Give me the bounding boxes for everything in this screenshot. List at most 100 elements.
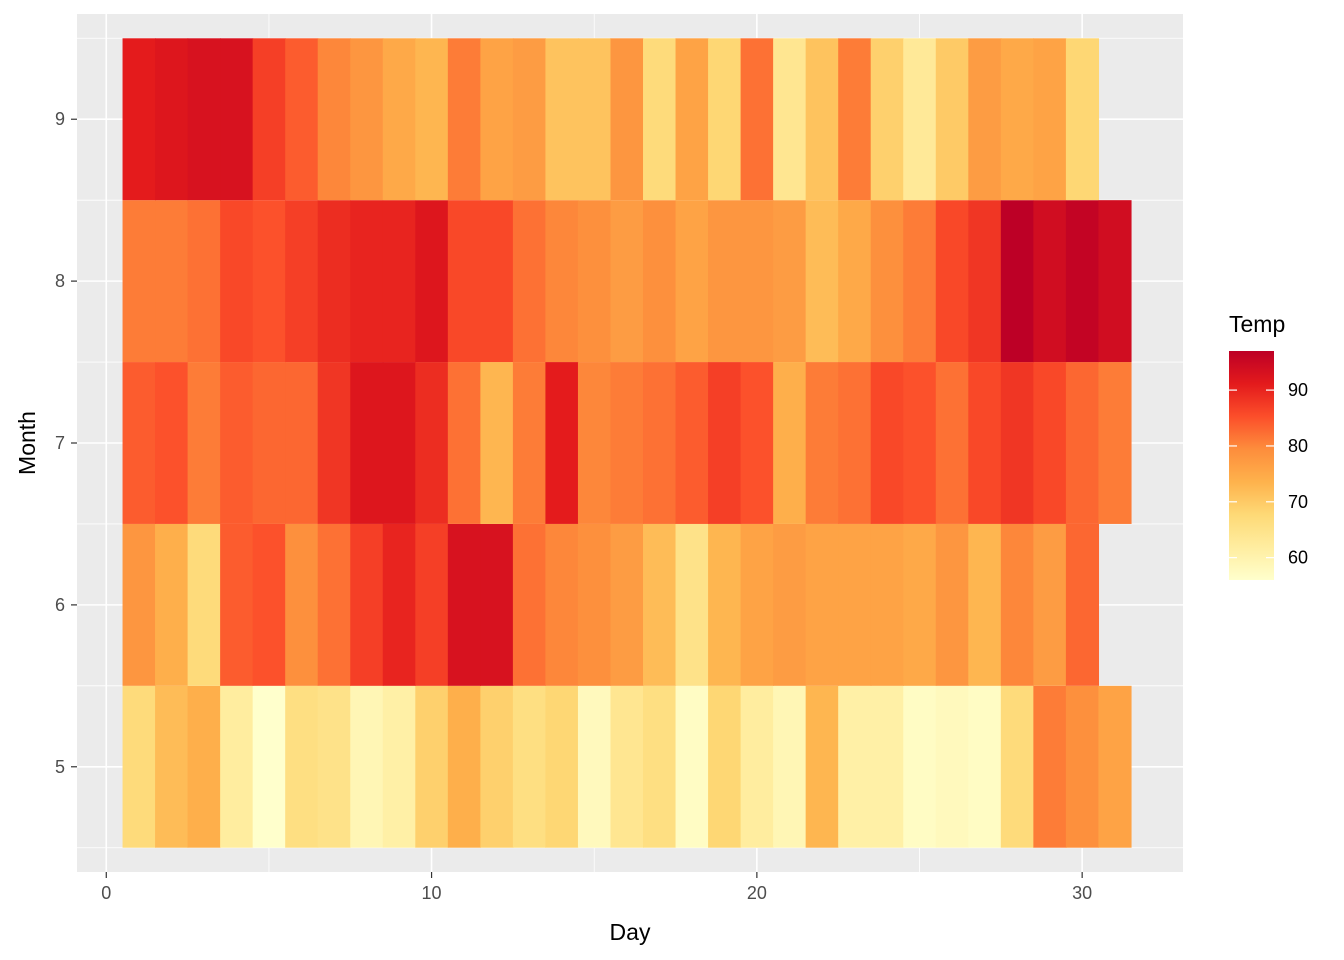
- heatmap-tile: [350, 362, 384, 524]
- heatmap-tile: [1065, 38, 1100, 201]
- heatmap-tile: [350, 38, 384, 201]
- heatmap-tile: [512, 362, 547, 524]
- x-tick-label: 0: [101, 883, 111, 903]
- y-tick-label: 5: [55, 757, 65, 777]
- heatmap-tile: [870, 38, 904, 201]
- heatmap-tile: [1098, 685, 1132, 848]
- heatmap-tile: [317, 200, 351, 363]
- heatmap-tile: [675, 200, 709, 363]
- heatmap-tile: [350, 523, 384, 686]
- heatmap-tile: [480, 38, 514, 201]
- heatmap-tile: [220, 362, 254, 524]
- heatmap-tile: [935, 685, 969, 848]
- heatmap-tile: [480, 685, 514, 848]
- heatmap-tile: [935, 362, 969, 524]
- heatmap-tile: [577, 523, 612, 686]
- heatmap-tile: [805, 685, 839, 848]
- heatmap-tile: [1033, 38, 1067, 201]
- heatmap-tile: [317, 523, 351, 686]
- heatmap-tile: [968, 38, 1002, 201]
- heatmap-tile: [545, 200, 579, 363]
- x-tick-label: 10: [422, 883, 442, 903]
- heatmap-tile: [708, 523, 742, 686]
- heatmap-tile: [382, 362, 416, 524]
- heatmap-tile: [1033, 523, 1067, 686]
- heatmap-tile: [1000, 685, 1034, 848]
- y-tick-label: 6: [55, 595, 65, 615]
- heatmap-tile: [935, 200, 969, 363]
- heatmap-tile: [317, 685, 351, 848]
- heatmap-tile: [512, 523, 547, 686]
- heatmap-tile: [773, 523, 807, 686]
- heatmap-tile: [935, 523, 969, 686]
- heatmap-tile: [187, 362, 221, 524]
- heatmap-tile: [512, 38, 547, 201]
- heatmap-tile: [675, 38, 709, 201]
- heatmap-tile: [805, 38, 839, 201]
- heatmap-tile: [708, 38, 742, 201]
- heatmap-tile: [643, 523, 677, 686]
- heatmap-tile: [187, 200, 221, 363]
- y-tick-label: 7: [55, 433, 65, 453]
- heatmap-tile: [187, 523, 221, 686]
- heatmap-tile: [317, 38, 351, 201]
- heatmap-tile: [903, 38, 937, 201]
- heatmap-tile: [350, 685, 384, 848]
- heatmap-tile: [903, 200, 937, 363]
- legend-tick-label: 60: [1288, 548, 1308, 568]
- heatmap-tile: [1033, 200, 1067, 363]
- heatmap-tile: [252, 38, 286, 201]
- heatmap-tile: [610, 685, 644, 848]
- heatmap-tile: [708, 685, 742, 848]
- heatmap-tile: [805, 200, 839, 363]
- heatmap-tile: [382, 523, 416, 686]
- heatmap-tile: [968, 362, 1002, 524]
- heatmap-tile: [415, 685, 449, 848]
- heatmap-tile: [415, 523, 449, 686]
- heatmap-tile: [155, 523, 189, 686]
- x-axis-title: Day: [610, 919, 651, 945]
- heatmap-tile: [643, 38, 677, 201]
- heatmap-tile: [220, 200, 254, 363]
- heatmap-tile: [903, 523, 937, 686]
- heatmap-tile: [447, 523, 481, 686]
- heatmap-tile: [903, 685, 937, 848]
- legend-ticks: 60 70 80 90: [1229, 380, 1308, 568]
- heatmap-tile: [740, 685, 774, 848]
- heatmap-tile: [187, 685, 221, 848]
- heatmap-tile: [773, 200, 807, 363]
- heatmap-tile: [838, 523, 872, 686]
- heatmap-tile: [1033, 362, 1067, 524]
- legend-tick-label: 80: [1288, 436, 1308, 456]
- heatmap-tile: [382, 200, 416, 363]
- heatmap-tile: [610, 200, 644, 363]
- heatmap-tile: [1033, 685, 1067, 848]
- heatmap-tile: [838, 200, 872, 363]
- heatmap-tile: [643, 200, 677, 363]
- heatmap-tile: [285, 200, 319, 363]
- heatmap-tile: [252, 685, 286, 848]
- heatmap-tile: [805, 523, 839, 686]
- heatmap-tile: [155, 685, 189, 848]
- heatmap-tile: [220, 38, 254, 201]
- heatmap-tile: [903, 362, 937, 524]
- heatmap-tile: [122, 362, 156, 524]
- y-axis: 5 6 7 8 9: [55, 109, 77, 777]
- heatmap-tile: [968, 523, 1002, 686]
- heatmap-tile: [122, 523, 156, 686]
- heatmap-tile: [708, 200, 742, 363]
- y-tick-label: 9: [55, 109, 65, 129]
- heatmap-tile: [1000, 38, 1034, 201]
- heatmap-tile: [545, 38, 579, 201]
- heatmap-tile: [968, 200, 1002, 363]
- heatmap-tile: [155, 200, 189, 363]
- heatmap-tile: [610, 362, 644, 524]
- heatmap-tile: [447, 38, 481, 201]
- heatmap-tile: [122, 685, 156, 848]
- heatmap-tile: [1098, 200, 1132, 363]
- y-tick-label: 8: [55, 271, 65, 291]
- x-tick-label: 30: [1072, 883, 1092, 903]
- heatmap-tile: [512, 200, 547, 363]
- heatmap-tile: [480, 523, 514, 686]
